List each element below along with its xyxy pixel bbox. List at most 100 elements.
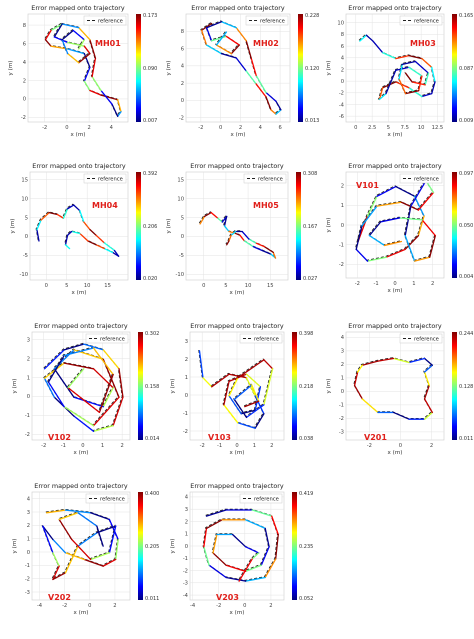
colorbar-tick-max: 0.228 xyxy=(305,13,319,19)
error-segment xyxy=(215,31,228,46)
error-segment xyxy=(230,44,240,55)
legend-box xyxy=(245,15,289,26)
error-segment xyxy=(111,251,120,257)
chart-panel-v201: Error mapped onto trajectory -2 0 2 -3 -2 -1 0 1… xyxy=(316,318,474,478)
error-segment xyxy=(404,72,413,83)
error-segment xyxy=(398,217,423,221)
y-tick-label: -10 xyxy=(20,272,28,278)
y-tick-label: 6 xyxy=(23,41,26,47)
colorbar xyxy=(452,332,457,440)
plot-area xyxy=(31,331,131,441)
y-axis-label: y (m) xyxy=(10,219,16,234)
error-segment xyxy=(423,411,434,420)
error-segment xyxy=(235,27,247,42)
error-segment xyxy=(205,519,223,530)
error-segment xyxy=(92,396,120,427)
error-segment xyxy=(77,512,98,527)
error-segment xyxy=(421,219,437,237)
error-segment xyxy=(89,552,111,561)
error-segment xyxy=(378,87,384,101)
colorbar-tick-max: 0.173 xyxy=(143,13,157,19)
y-tick-label: 2 xyxy=(27,356,30,362)
legend: reference xyxy=(83,15,127,26)
error-segment xyxy=(83,52,91,69)
error-segment xyxy=(83,221,91,231)
error-segment xyxy=(400,201,420,211)
error-segment xyxy=(58,518,73,541)
colorbar-tick-mid: 0.205 xyxy=(145,544,159,550)
error-segment xyxy=(220,53,237,59)
chart-title: Error mapped onto trajectory xyxy=(32,162,126,170)
error-segment xyxy=(223,380,230,406)
error-segment xyxy=(245,373,262,388)
chart-svg: Error mapped onto trajectory -4 -2 0 2 -4 -3 -2… xyxy=(170,482,313,616)
y-tick-label: -1 xyxy=(183,556,188,562)
error-segment xyxy=(66,230,73,236)
error-segment xyxy=(215,44,233,55)
x-axis-label: x (m) xyxy=(388,132,403,138)
y-tick-label: 4 xyxy=(341,335,345,341)
error-segment xyxy=(202,377,213,388)
error-segment xyxy=(424,72,430,86)
x-tick-label: 6 xyxy=(278,125,281,131)
x-tick-label: -1 xyxy=(217,443,222,449)
error-segment xyxy=(100,94,119,101)
error-segment xyxy=(52,565,60,581)
chart-title: Error mapped onto trajectory xyxy=(190,322,284,330)
error-segment xyxy=(368,221,382,237)
y-tick-label: -2 xyxy=(339,262,344,268)
y-tick-label: 0 xyxy=(181,98,184,104)
chart-title: Error mapped onto trajectory xyxy=(190,482,284,490)
error-segment xyxy=(108,518,119,541)
y-tick-label: 6 xyxy=(181,46,184,52)
x-tick-label: 0 xyxy=(45,283,48,289)
x-tick-label: 7.5 xyxy=(401,125,409,131)
error-segment xyxy=(361,398,379,414)
y-tick-label: 4 xyxy=(23,60,27,66)
error-segment xyxy=(254,413,265,429)
x-tick-label: 2 xyxy=(270,443,273,449)
x-tick-label: 4 xyxy=(259,125,263,131)
x-tick-label: 1 xyxy=(412,281,415,287)
error-segment xyxy=(244,400,260,408)
y-tick-label: -2 xyxy=(339,416,344,422)
legend-label: reference xyxy=(100,496,125,502)
sequence-label: V202 xyxy=(48,593,71,602)
error-segment xyxy=(36,219,42,231)
reference-path xyxy=(43,342,123,432)
colorbar-tick-min: 0.052 xyxy=(299,596,313,602)
error-segment xyxy=(254,395,265,415)
error-segment xyxy=(395,185,416,198)
sequence-label: V101 xyxy=(356,181,379,190)
error-segment xyxy=(235,57,247,72)
trajectory xyxy=(354,178,437,262)
error-segment xyxy=(117,111,122,117)
error-segment xyxy=(83,66,91,82)
colorbar-tick-min: 0.007 xyxy=(143,118,157,124)
error-segment xyxy=(89,39,97,59)
y-axis-label: y (m) xyxy=(326,218,332,233)
error-segment xyxy=(417,191,435,211)
y-tick-label: 2 xyxy=(341,67,344,73)
colorbar-tick-min: 0.011 xyxy=(459,436,473,442)
error-segment xyxy=(275,533,279,560)
legend-box xyxy=(239,493,283,504)
y-tick-label: 1 xyxy=(341,203,344,209)
chart-title: Error mapped onto trajectory xyxy=(348,322,442,330)
error-segment xyxy=(423,384,430,400)
y-tick-label: -2 xyxy=(25,576,30,582)
x-tick-label: 2 xyxy=(430,443,433,449)
error-segment xyxy=(361,205,378,227)
plot-area xyxy=(31,491,131,601)
y-tick-label: -3 xyxy=(339,430,344,436)
error-segment xyxy=(48,211,58,216)
error-segment xyxy=(87,240,97,246)
error-segment xyxy=(111,103,119,117)
error-segment xyxy=(408,66,423,77)
x-tick-label: 5 xyxy=(224,283,227,289)
colorbar-tick-mid: 0.087 xyxy=(459,66,473,72)
chart-panel-mh04: Error mapped onto trajectory 0 5 10 15 -10 -5 0… xyxy=(0,158,158,318)
x-tick-label: 15 xyxy=(104,283,111,289)
x-tick-label: 1 xyxy=(253,443,256,449)
error-segment xyxy=(67,368,85,389)
